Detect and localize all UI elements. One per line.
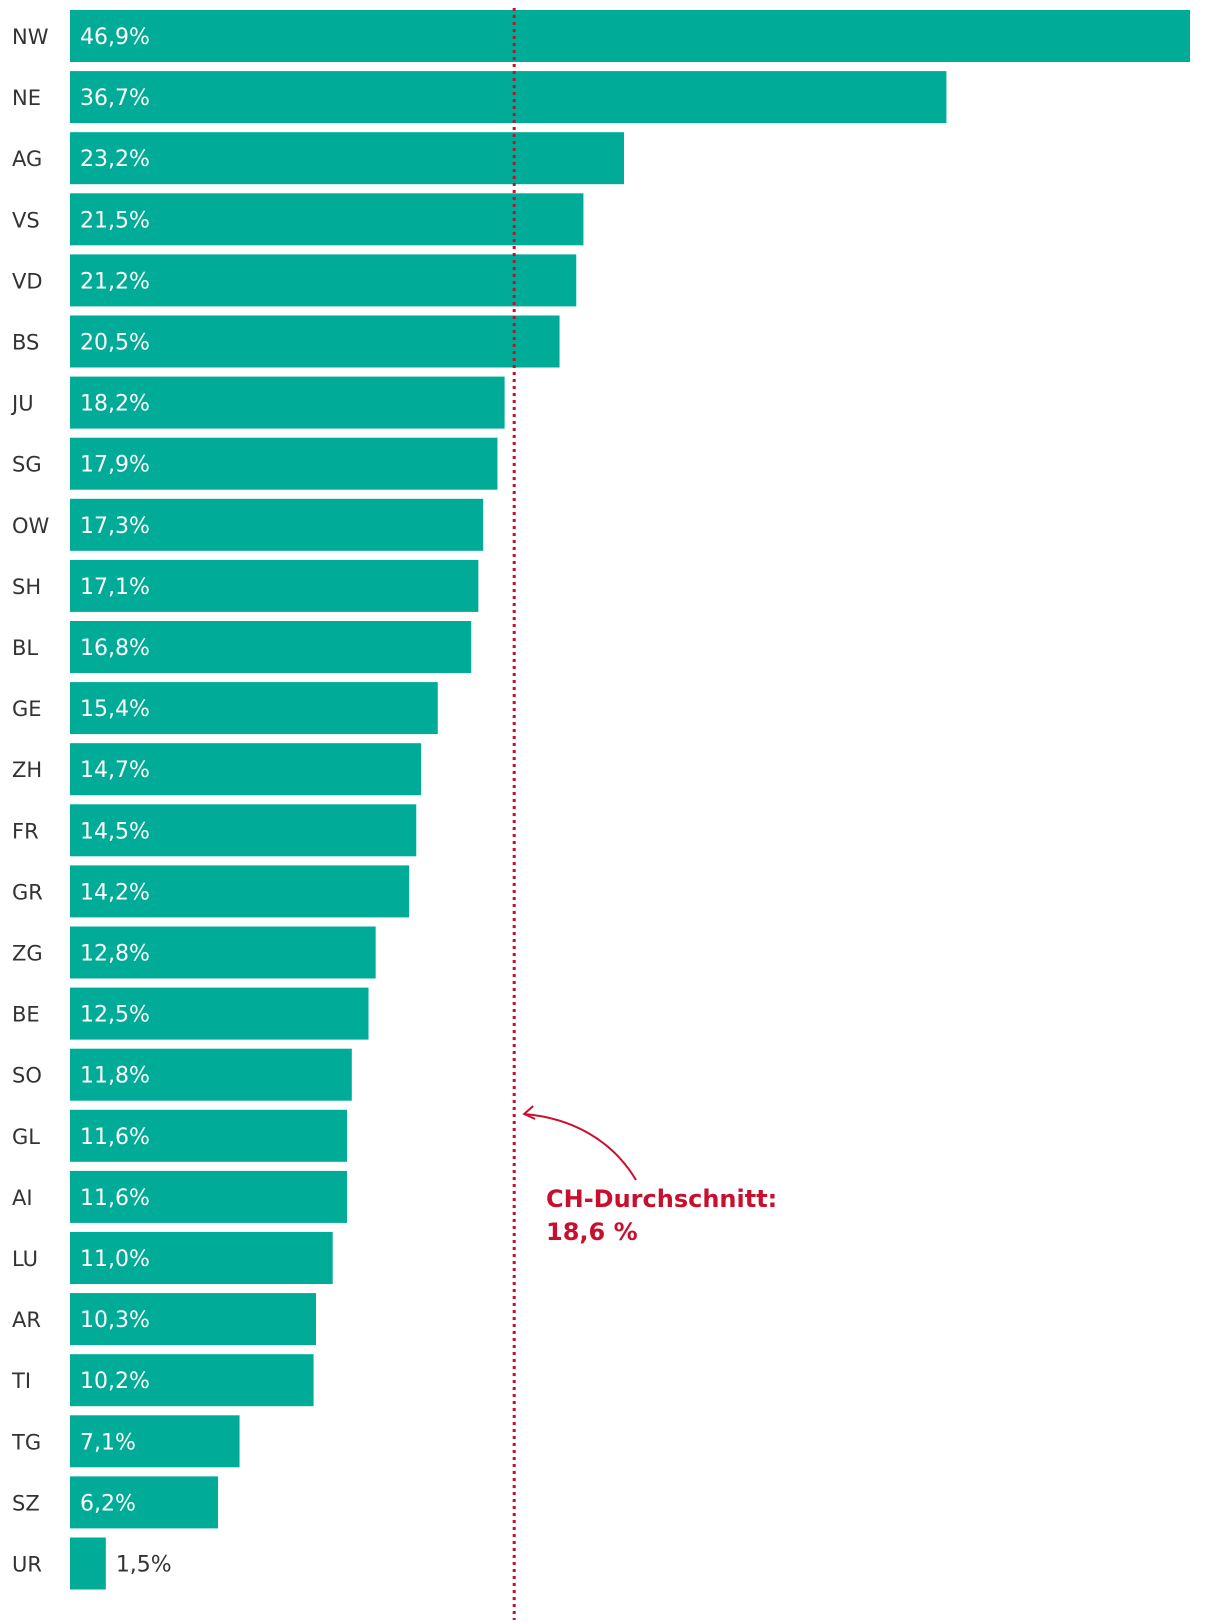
category-label-fr: FR — [12, 819, 39, 843]
category-label-zg: ZG — [12, 942, 43, 966]
bar-ag — [70, 132, 625, 185]
bar-ow — [70, 498, 484, 551]
bar-gl — [70, 1109, 348, 1162]
bar-bs — [70, 315, 560, 368]
category-label-bl: BL — [12, 636, 38, 660]
bar-zg — [70, 926, 376, 979]
value-label-ai: 11,6% — [80, 1186, 150, 1211]
category-label-ar: AR — [12, 1308, 41, 1332]
value-label-be: 12,5% — [80, 1003, 150, 1028]
value-label-vs: 21,5% — [80, 208, 150, 233]
value-label-ow: 17,3% — [80, 514, 150, 539]
category-label-gl: GL — [12, 1125, 40, 1149]
bar-vd — [70, 254, 577, 307]
category-label-sz: SZ — [12, 1491, 40, 1515]
category-label-ur: UR — [12, 1553, 42, 1577]
value-label-zh: 14,7% — [80, 758, 150, 783]
category-label-be: BE — [12, 1003, 40, 1027]
bar-be — [70, 987, 369, 1040]
bar-ti — [70, 1354, 314, 1407]
category-label-zh: ZH — [12, 758, 42, 782]
category-label-so: SO — [12, 1064, 42, 1088]
value-label-lu: 11,0% — [80, 1247, 150, 1272]
value-labels: 46,9% 36,7% 23,2% 21,5% 21,2% 20,5% 18,2% 17,9%… — [80, 25, 172, 1578]
value-label-ar: 10,3% — [80, 1308, 150, 1333]
value-label-gr: 14,2% — [80, 880, 150, 905]
annotation-arrow — [524, 1113, 637, 1181]
bar-ge — [70, 682, 438, 735]
value-label-sh: 17,1% — [80, 575, 150, 600]
average-annotation-value: 18,6 % — [546, 1218, 638, 1246]
bar-nw — [70, 10, 1190, 62]
category-label-gr: GR — [12, 880, 43, 904]
value-label-ju: 18,2% — [80, 392, 150, 417]
category-label-tg: TG — [11, 1430, 41, 1454]
bars-group — [70, 10, 1190, 1590]
value-label-fr: 14,5% — [80, 819, 150, 844]
average-annotation-label: CH-Durchschnitt: — [546, 1185, 777, 1213]
category-label-vs: VS — [12, 208, 40, 232]
bar-fr — [70, 804, 417, 857]
value-label-ge: 15,4% — [80, 697, 150, 722]
category-label-ag: AG — [12, 147, 42, 171]
bar-gr — [70, 865, 410, 918]
value-label-zg: 12,8% — [80, 942, 150, 967]
bar-ur — [70, 1537, 106, 1590]
category-label-ow: OW — [12, 514, 50, 538]
value-label-gl: 11,6% — [80, 1125, 150, 1150]
value-label-bs: 20,5% — [80, 331, 150, 356]
bar-ar — [70, 1293, 316, 1346]
bar-vs — [70, 193, 584, 246]
category-label-vd: VD — [12, 269, 43, 293]
bar-sz — [70, 1476, 219, 1529]
value-label-so: 11,8% — [80, 1064, 150, 1089]
category-label-ju: JU — [10, 392, 34, 416]
bar-lu — [70, 1232, 333, 1284]
bar-sg — [70, 437, 498, 490]
value-label-nw: 46,9% — [80, 25, 150, 50]
bar-ju — [70, 376, 505, 429]
category-label-nw: NW — [12, 25, 49, 49]
value-label-tg: 7,1% — [80, 1430, 136, 1455]
category-label-lu: LU — [12, 1247, 38, 1271]
value-label-ti: 10,2% — [80, 1369, 150, 1394]
category-label-ti: TI — [11, 1369, 31, 1393]
category-label-ne: NE — [12, 86, 41, 110]
value-label-sg: 17,9% — [80, 453, 150, 478]
bar-zh — [70, 743, 422, 796]
category-label-sh: SH — [12, 575, 41, 599]
category-label-bs: BS — [12, 331, 39, 355]
category-labels: NW NE AG VS VD BS JU SG OW SH BL GE ZH FR GR ZG BE SO GL AI… — [10, 25, 50, 1577]
bar-tg — [70, 1415, 240, 1468]
value-label-ne: 36,7% — [80, 86, 150, 111]
annotation-arrowhead — [522, 1105, 536, 1120]
value-label-ag: 23,2% — [80, 147, 150, 172]
category-label-ge: GE — [12, 697, 42, 721]
bar-ai — [70, 1170, 348, 1223]
value-label-ur: 1,5% — [116, 1553, 172, 1578]
bar-bl — [70, 621, 472, 673]
bar-ne — [70, 71, 947, 124]
bar-sh — [70, 559, 479, 612]
category-label-ai: AI — [12, 1186, 33, 1210]
bar-so — [70, 1048, 352, 1101]
value-label-vd: 21,2% — [80, 269, 150, 294]
value-label-bl: 16,8% — [80, 636, 150, 661]
value-label-sz: 6,2% — [80, 1491, 136, 1516]
category-label-sg: SG — [12, 453, 42, 477]
